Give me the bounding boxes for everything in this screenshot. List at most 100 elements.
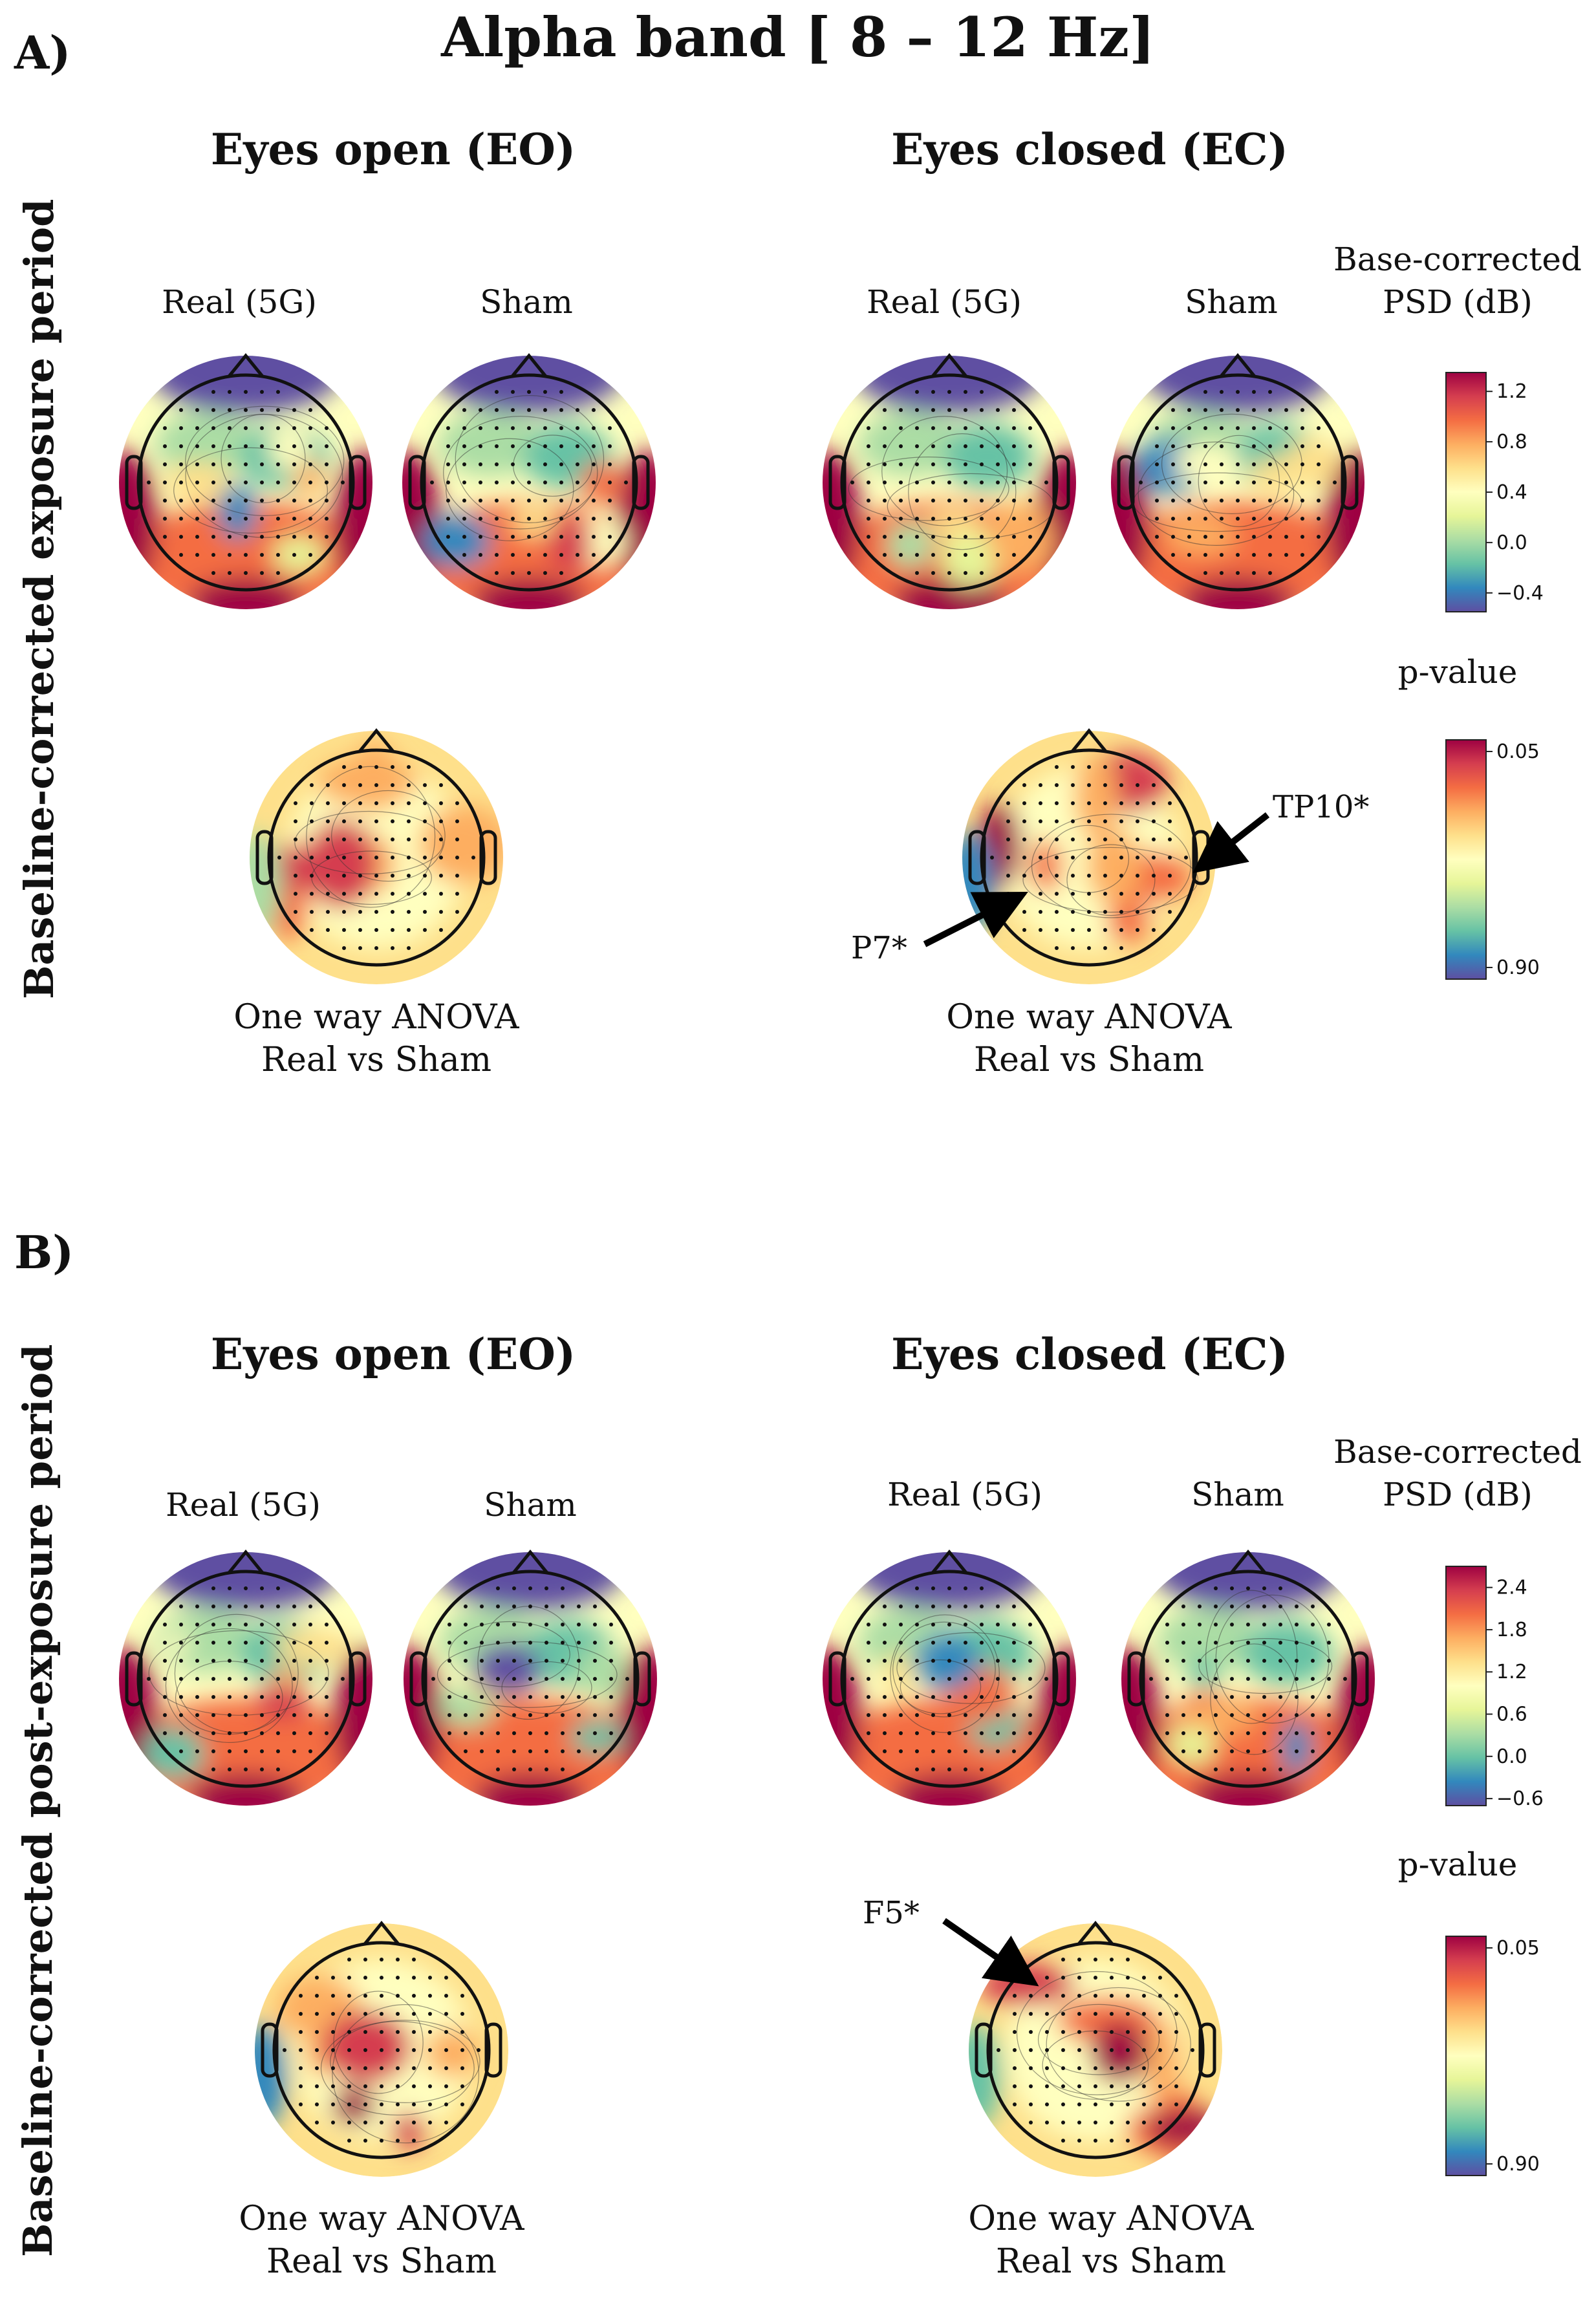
electrode-dot [899,1659,903,1663]
electrode-dot [163,1713,167,1717]
topomap-contour [1037,2004,1160,2075]
electrode-dot [444,1994,448,1998]
electrode-dot [1142,2030,1146,2034]
electrode-dot [308,462,312,466]
electrode-dot [380,2048,383,2052]
topomap-blob [473,1643,541,1696]
anova-line-2: Real vs Sham [973,1041,1205,1079]
electrode-dot [179,1749,183,1753]
topomap-blob [1163,515,1237,555]
electrode-dot [179,1623,183,1626]
electrode-dot [211,390,215,394]
electrode-dot [1171,462,1175,466]
electrode-dot [439,783,443,787]
electrode-dot [899,426,903,430]
electrode-dot [439,801,443,805]
electrode-dot [543,535,547,539]
electrode-dot [342,765,346,769]
electrode-dot [495,462,499,466]
electrode-dot [1045,2102,1049,2106]
electrode-dot [899,1677,903,1681]
electrode-dot [260,1586,264,1590]
electrode-dot [899,535,903,539]
electrode-dot [527,408,531,412]
electrode-dot [980,462,984,466]
electrode-dot [260,517,264,521]
electrode-dot [915,535,919,539]
electrode-dot [1013,1994,1017,1998]
electrode-dot [931,499,935,502]
electrode-dot [1006,874,1010,878]
electrode-dot [428,2121,432,2124]
electrode-dot [1300,462,1304,466]
electrode-dot [1087,819,1091,823]
electrode-dot [915,1713,919,1717]
electrode-dot [292,1641,296,1645]
electrode-dot [308,1623,312,1626]
electrode-dot [1055,892,1059,896]
electrode-dot [412,2084,416,2088]
ear-outline [255,830,274,885]
electrode-dot [1039,783,1042,787]
electrode-dot [448,1623,451,1626]
electrode-dot [931,535,935,539]
electrode-dot [1139,481,1143,484]
electrode-dot [947,1659,951,1663]
electrode-dot [1220,571,1224,575]
colorbar-tick-label: 1.2 [1496,380,1527,403]
electrode-dot [374,856,378,859]
electrode-dot [358,801,362,805]
electrode-dot [496,1731,500,1735]
electrode-dot [980,1641,984,1645]
panel-b-eo-title: Eyes open (EO) [210,1329,576,1379]
electrode-dot [439,819,443,823]
electrode-dot [1012,481,1016,484]
electrode-dot [1155,499,1159,502]
electrode-dot [996,1749,1000,1753]
electrode-dot [1136,856,1139,859]
electrode-dot [1252,426,1256,430]
electrode-dot [1311,1749,1315,1753]
electrode-dot [1045,2121,1049,2124]
colorbar-tick-label: 0.0 [1496,532,1527,554]
electrode-dot [577,1695,581,1699]
topomap-contour [900,1659,982,1714]
electrode-dot [608,499,612,502]
electrode-dot [867,535,870,539]
electrode-dot [1155,517,1159,521]
panel-b-eo-anova-label: One way ANOVA Real vs Sham [181,2198,582,2283]
electrode-dot [1246,1695,1250,1699]
electrode-dot [276,1713,280,1717]
electrode-dot [325,481,329,484]
electrode-dot [1317,462,1321,466]
electrode-dot [527,553,531,557]
electrode-dot [374,801,378,805]
electrode-dot [1087,783,1091,787]
electrode-dot [244,444,248,448]
topomap-contour [455,394,605,523]
topomap-blob [1145,2019,1181,2110]
electrode-dot [1203,571,1207,575]
panel-a-eo-anova-label: One way ANOVA Real vs Sham [176,996,577,1081]
electrode-dot [1171,535,1175,539]
electrode-dot [163,444,167,448]
electrode-dot [931,1767,935,1771]
electrode-dot [1165,1623,1169,1626]
electrode-dot [331,2066,335,2070]
electrode-dot [1119,928,1123,932]
electrode-dot [260,535,264,539]
electrode-dot [1230,1677,1234,1681]
electrode-dot [608,426,612,430]
electrode-dot [211,462,215,466]
electrode-dot [496,1623,500,1626]
electrode-dot [1103,801,1107,805]
electrode-dot [1262,1695,1266,1699]
electrode-dot [1126,2048,1130,2052]
electrode-dot [211,1677,215,1681]
electrode-dot [1028,462,1032,466]
electrode-dot [495,571,499,575]
electrode-dot [608,517,612,521]
electrode-dot [883,553,887,557]
topomap-a-eo-sham [402,353,656,609]
electrode-dot [867,426,870,430]
